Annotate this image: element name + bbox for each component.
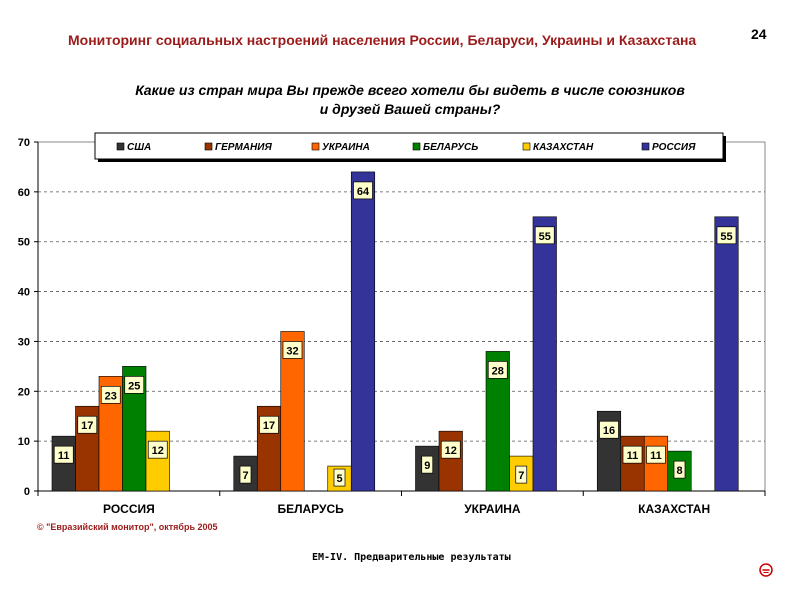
data-label-box [622, 445, 643, 464]
data-label-box [100, 385, 121, 404]
data-label-box [599, 420, 619, 439]
data-label-box [534, 226, 555, 245]
data-label-box [259, 415, 279, 434]
legend-label: РОССИЯ [652, 142, 696, 153]
data-label: 55 [539, 231, 551, 243]
data-label-box [53, 445, 74, 464]
bar-2-3 [643, 435, 669, 492]
legend-swatch [204, 142, 213, 151]
data-label-box [333, 468, 346, 487]
legend-swatch [116, 142, 125, 151]
bar-0-0 [51, 435, 76, 492]
legend-label: КАЗАХСТАН [533, 142, 594, 153]
data-label-box [440, 440, 461, 459]
bar-5-2 [532, 216, 557, 492]
footer-text: ЕМ-IV. Предварительные результаты [312, 552, 511, 563]
legend-swatch [641, 142, 650, 151]
data-label: 16 [603, 425, 615, 437]
bar-1-3 [620, 435, 645, 492]
data-label: 12 [152, 445, 164, 457]
data-label: 32 [286, 345, 298, 357]
logo-icon [759, 563, 773, 577]
bar-4-0 [145, 430, 170, 492]
data-label: 5 [336, 473, 342, 485]
question-line-1: Какие из стран мира Вы прежде всего хоте… [135, 82, 685, 98]
data-label: 11 [627, 450, 639, 462]
x-tick-label: УКРАИНА [464, 502, 521, 516]
data-label-box [124, 376, 145, 394]
data-label-box [646, 445, 666, 464]
data-label: 25 [128, 380, 140, 392]
data-label-box [239, 465, 252, 484]
chart-question: Какие из стран мира Вы прежде всего хоте… [80, 81, 740, 119]
y-tick-label: 10 [18, 436, 30, 448]
legend-label: США [127, 142, 151, 153]
y-tick-label: 70 [18, 137, 30, 149]
data-label: 17 [263, 420, 275, 432]
data-label-box [515, 465, 528, 484]
x-tick-label: БЕЛАРУСЬ [277, 502, 344, 516]
data-label-box [673, 460, 686, 479]
legend-swatch [522, 142, 531, 151]
legend-label: ГЕРМАНИЯ [215, 142, 272, 153]
legend-label: БЕЛАРУСЬ [423, 142, 478, 153]
data-label-box [77, 415, 98, 434]
data-label: 23 [105, 390, 117, 402]
data-label: 7 [242, 470, 248, 482]
y-tick-label: 40 [18, 287, 30, 299]
data-label: 12 [445, 445, 457, 457]
data-label-box [487, 361, 508, 379]
y-tick-label: 50 [18, 237, 30, 249]
data-label: 28 [492, 365, 504, 377]
data-label: 7 [518, 470, 524, 482]
data-label: 11 [58, 450, 70, 462]
question-line-2: и друзей Вашей страны? [319, 101, 501, 117]
x-tick-label: РОССИЯ [103, 502, 155, 516]
x-tick-label: КАЗАХСТАН [638, 502, 710, 516]
legend [94, 132, 724, 160]
bar-1-2 [438, 430, 463, 492]
bar-3-2 [485, 351, 510, 492]
data-label: 11 [650, 450, 662, 462]
data-label-box [353, 181, 373, 200]
data-label: 64 [357, 186, 370, 198]
bar-5-3 [714, 216, 739, 492]
data-label: 9 [424, 460, 430, 472]
bar-3-0 [122, 366, 147, 492]
data-label: 8 [676, 465, 682, 477]
data-label-box [282, 341, 303, 359]
y-tick-label: 60 [18, 187, 30, 199]
page-number: 24 [751, 26, 767, 42]
y-tick-label: 0 [24, 486, 30, 498]
legend-swatch [412, 142, 421, 151]
y-tick-label: 30 [18, 336, 30, 348]
data-label: 17 [81, 420, 93, 432]
data-label-box [716, 226, 737, 245]
data-label: 55 [720, 231, 732, 243]
data-label-box [147, 440, 168, 459]
bar-5-1 [350, 171, 376, 492]
legend-swatch [311, 142, 320, 151]
y-tick-label: 20 [18, 386, 30, 398]
copyright-note: © "Евразийский монитор", октябрь 2005 [37, 522, 218, 532]
legend-label: УКРАИНА [322, 142, 370, 153]
data-label-box [421, 455, 434, 474]
bar-2-1 [280, 331, 305, 492]
page-title: Мониторинг социальных настроений населен… [68, 32, 697, 48]
